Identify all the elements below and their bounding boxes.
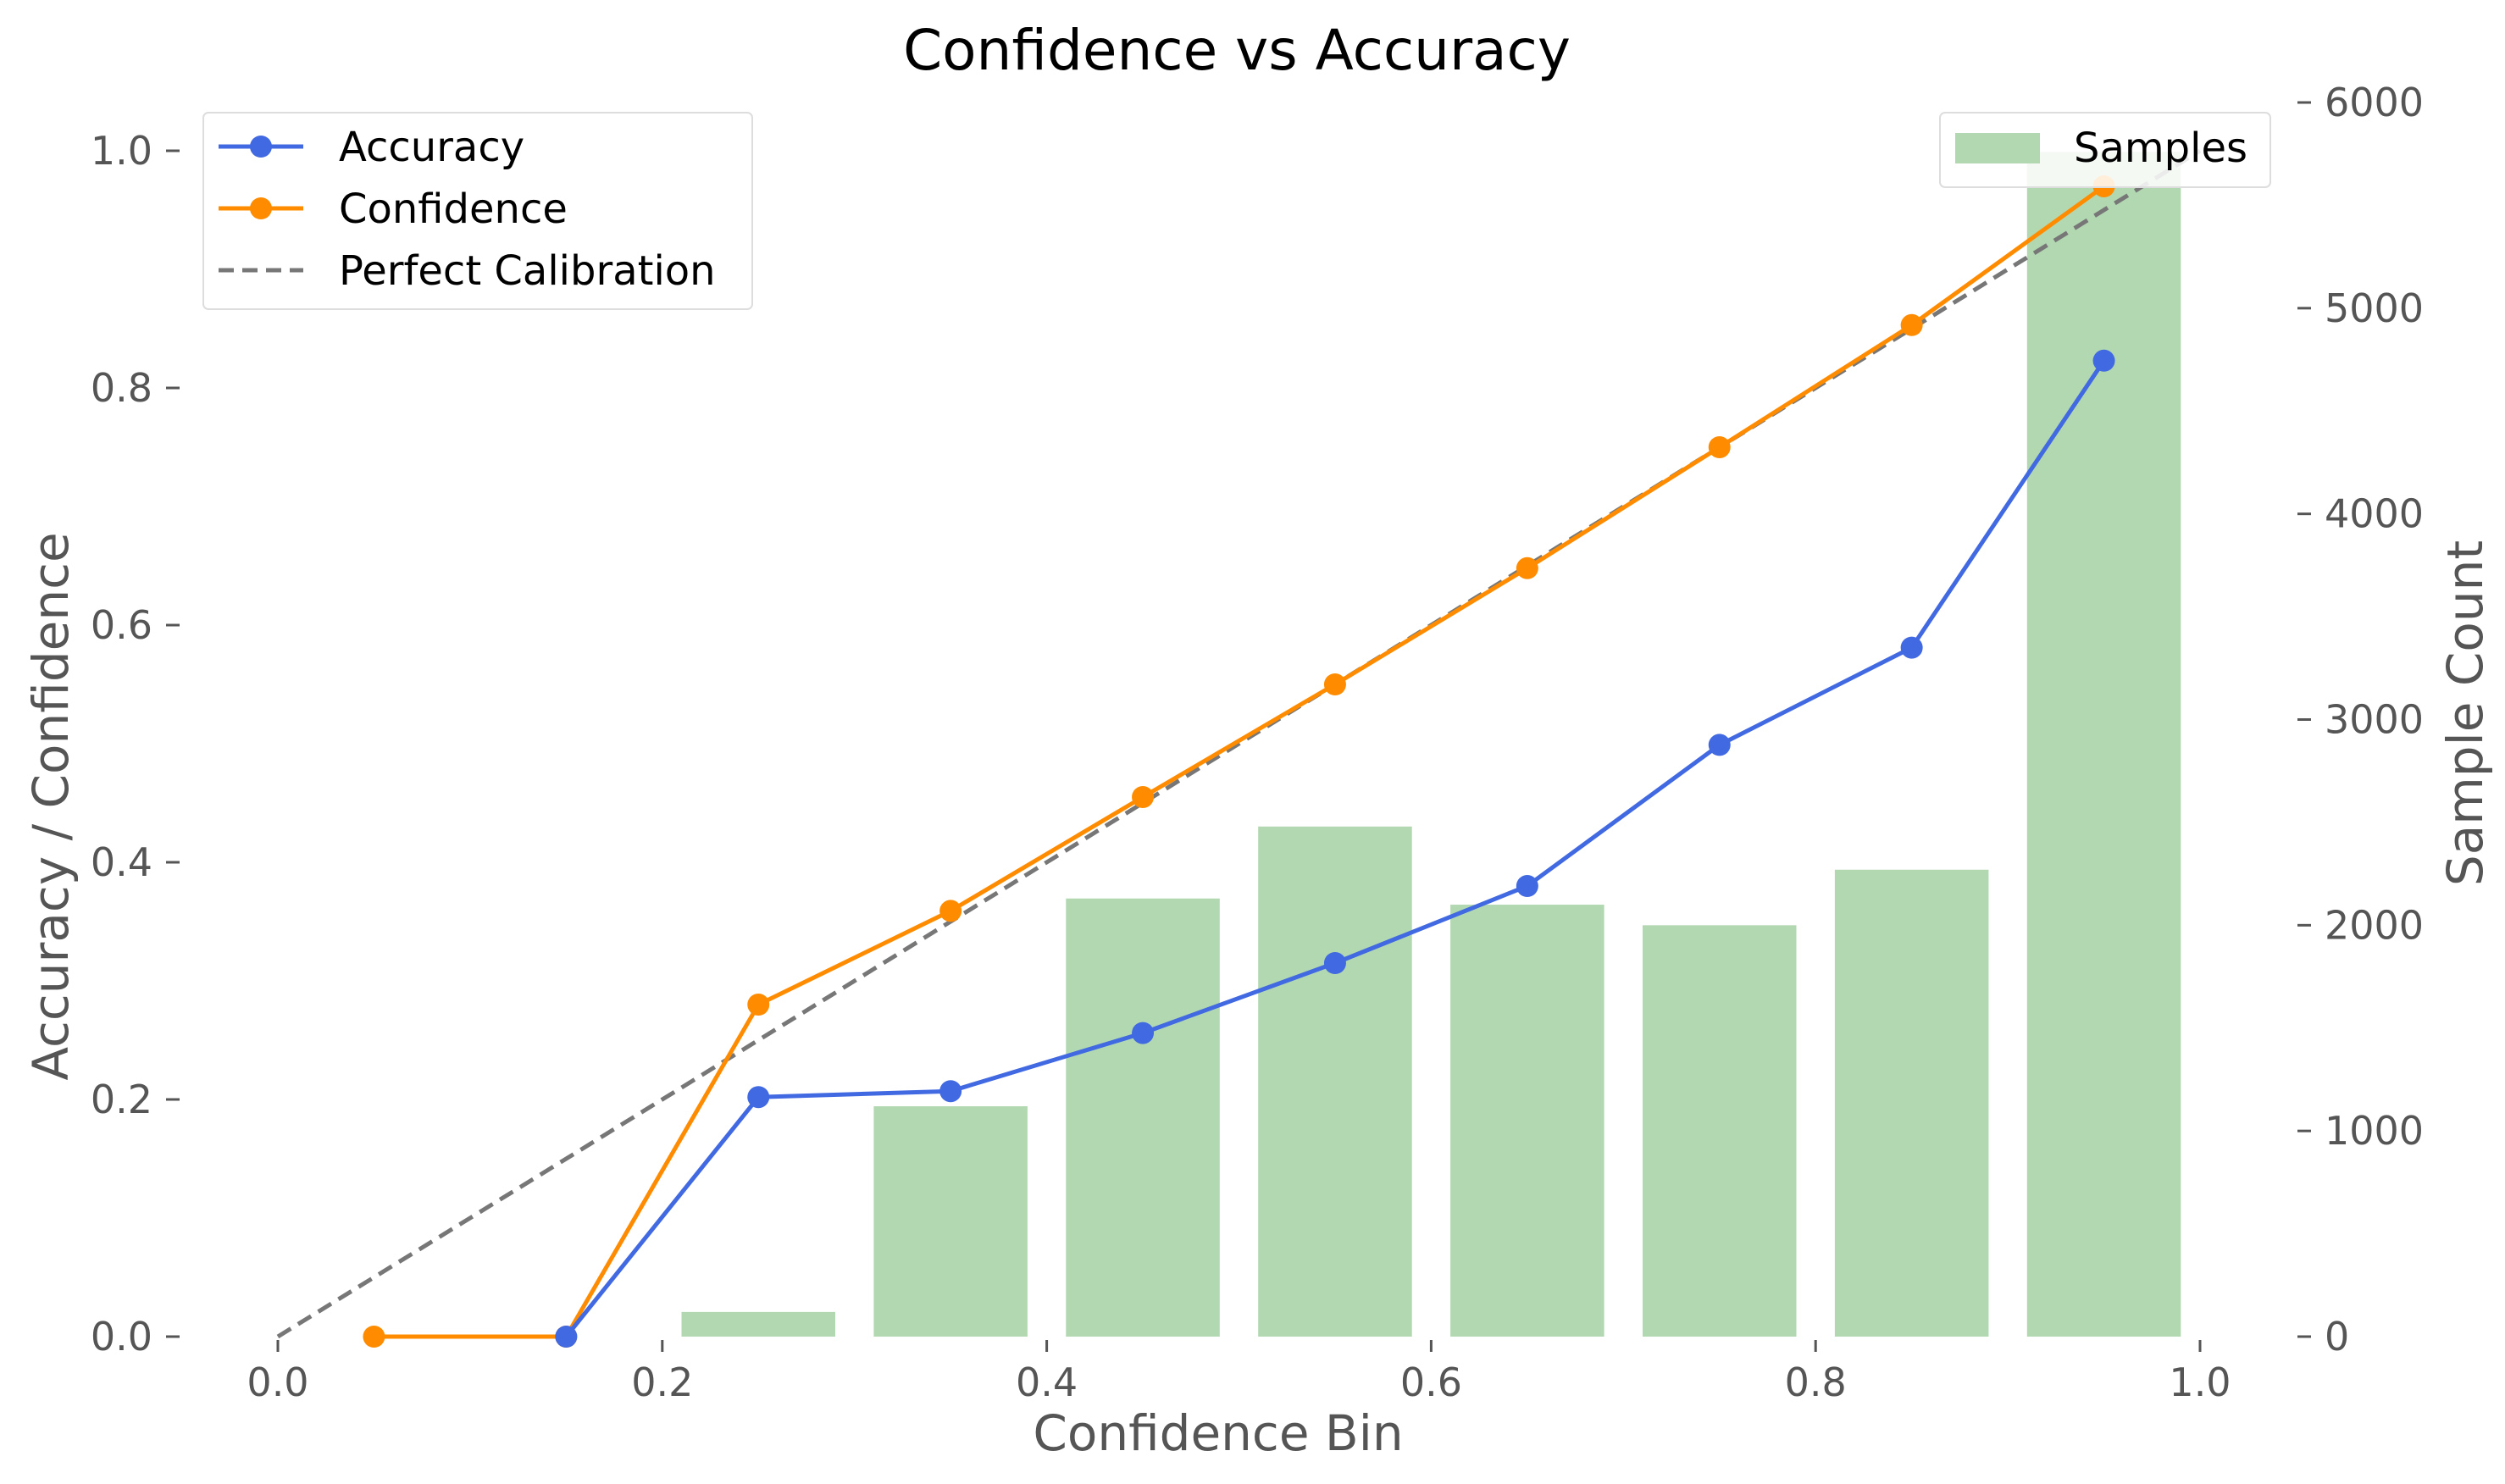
x-tick-label: 0.0 [247, 1359, 308, 1405]
legend-marker-confidence [250, 197, 272, 219]
legend-label-confidence: Confidence [339, 186, 568, 233]
confidence-point [1323, 673, 1346, 695]
accuracy-point [1323, 952, 1346, 974]
y-axis-left: 0.0 0.2 0.4 0.6 0.8 1.0 [91, 128, 180, 1359]
confidence-point [1708, 436, 1731, 458]
legend-label-perfect-calibration: Perfect Calibration [339, 247, 716, 295]
accuracy-point [555, 1326, 578, 1348]
accuracy-point [2092, 349, 2115, 372]
x-tick-label: 1.0 [2169, 1359, 2231, 1405]
samples-bar [681, 1311, 836, 1337]
y2-tick-label: 2000 [2325, 902, 2424, 948]
accuracy-point [1900, 636, 1923, 659]
samples-bar [2026, 152, 2181, 1337]
legend-label-samples: Samples [2074, 125, 2247, 172]
legend-box [202, 112, 753, 310]
x-axis: 0.0 0.2 0.4 0.6 0.8 1.0 [247, 1340, 2231, 1405]
confidence-point [1516, 556, 1538, 579]
y2-tick-label: 0 [2325, 1314, 2349, 1359]
samples-bars [681, 152, 2181, 1337]
legend-box [1939, 112, 2271, 188]
y2-axis-label: Sample Count [2436, 540, 2494, 886]
x-tick-label: 0.4 [1016, 1359, 1078, 1405]
y2-tick-label: 6000 [2325, 80, 2424, 125]
samples-bar [1642, 925, 1797, 1337]
confidence-point [939, 900, 962, 922]
legend-marker-accuracy [250, 136, 272, 158]
chart-title: Confidence vs Accuracy [903, 18, 1571, 83]
y2-tick-label: 5000 [2325, 285, 2424, 331]
legend-samples: Samples [1939, 112, 2271, 188]
series-lines [276, 148, 2202, 1348]
confidence-point [1132, 786, 1155, 808]
samples-bar [1258, 826, 1412, 1337]
confidence-point [363, 1326, 385, 1348]
y-tick-label: 0.4 [91, 839, 152, 885]
y-tick-label: 0.8 [91, 365, 152, 411]
perfect-calibration-line [276, 148, 2202, 1339]
y2-tick-label: 3000 [2325, 697, 2424, 743]
samples-bar [1450, 905, 1604, 1337]
y-tick-label: 0.6 [91, 602, 152, 648]
accuracy-point [747, 1086, 770, 1109]
y-axis-label: Accuracy / Confidence [22, 532, 80, 1080]
samples-bar [873, 1106, 1028, 1337]
confidence-point [1900, 313, 1923, 336]
x-tick-label: 0.8 [1785, 1359, 1847, 1405]
legend-label-accuracy: Accuracy [339, 124, 524, 171]
confidence-point [747, 994, 770, 1016]
y2-tick-label: 4000 [2325, 491, 2424, 537]
y-tick-label: 0.0 [91, 1314, 152, 1359]
y-tick-label: 1.0 [91, 128, 152, 174]
accuracy-point [1708, 734, 1731, 756]
x-tick-label: 0.2 [631, 1359, 693, 1405]
y-tick-label: 0.2 [91, 1077, 152, 1122]
samples-bar [1834, 869, 1989, 1337]
accuracy-point [1132, 1022, 1155, 1044]
x-tick-label: 0.6 [1400, 1359, 1462, 1405]
legend-swatch-samples [1955, 133, 2040, 163]
confidence-line [374, 184, 2106, 1339]
y-axis-right: 0 1000 2000 3000 4000 5000 6000 [2297, 80, 2424, 1359]
legend-lines: Accuracy Confidence Perfect Calibration [202, 112, 753, 310]
accuracy-point [1516, 875, 1538, 897]
y2-tick-label: 1000 [2325, 1108, 2424, 1154]
accuracy-point [939, 1080, 962, 1103]
samples-bar [1066, 898, 1220, 1337]
x-axis-label: Confidence Bin [1033, 1404, 1403, 1462]
